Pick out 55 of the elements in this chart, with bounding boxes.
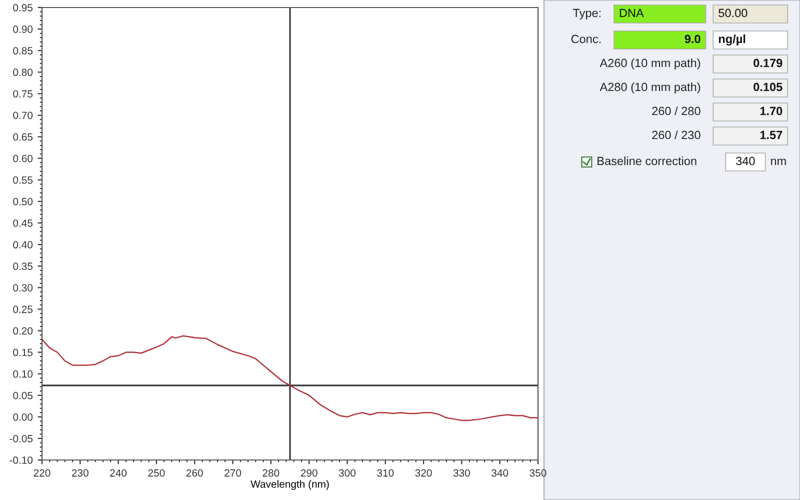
x-tick-label: 290: [300, 469, 318, 477]
text: 9.0: [684, 34, 700, 44]
x-tick-label: 230: [72, 469, 88, 477]
text: ng/µl: [718, 34, 746, 46]
text: A280 (10 mm path): [600, 82, 700, 94]
y-tick-label: 0.75: [13, 90, 33, 98]
y-tick-label: 0.55: [13, 176, 33, 184]
y-tick-label: 0.00: [13, 413, 33, 421]
x-tick-label: 220: [34, 469, 50, 477]
y-tick-label: 0.50: [13, 198, 33, 206]
text: 340: [736, 156, 755, 166]
y-tick-label: 0.20: [13, 327, 33, 335]
y-tick-label: 0.35: [13, 262, 33, 270]
y-tick-label: 0.80: [13, 68, 33, 76]
x-tick-label: 340: [492, 469, 508, 477]
x-tick-label: 350: [530, 469, 546, 477]
x-axis-title: Wavelength (nm): [250, 480, 329, 490]
x-tick-label: 300: [338, 469, 356, 477]
x-tick-label: 310: [377, 469, 394, 477]
text: 50.00: [718, 8, 748, 18]
x-tick-label: 270: [224, 469, 242, 477]
text: DNA: [620, 8, 644, 18]
x-tick-label: 250: [148, 469, 165, 477]
text: nm: [771, 158, 786, 166]
x-tick-label: 280: [262, 469, 280, 477]
text: 1.57: [760, 130, 782, 140]
text: A260 (10 mm path): [600, 58, 700, 70]
x-tick-label: 260: [186, 469, 203, 477]
y-tick-label: 0.10: [13, 370, 33, 378]
y-tick-label: 0.05: [13, 392, 33, 400]
text: 260 / 280: [652, 106, 700, 116]
text: Type:: [572, 8, 601, 20]
x-tick-label: 240: [110, 469, 127, 477]
y-tick-label: 0.60: [13, 154, 33, 162]
y-tick-label: 0.85: [13, 47, 33, 54]
y-tick-label: 0.25: [13, 306, 33, 314]
y-tick-label: 0.70: [13, 112, 33, 120]
y-tick-label: 0.90: [13, 26, 33, 33]
text: 0.179: [754, 58, 782, 68]
y-tick-label: -0.05: [10, 434, 33, 442]
line-series: [42, 335, 538, 421]
y-tick-label: 0.65: [13, 133, 33, 141]
y-tick-label: 0.45: [13, 219, 33, 227]
text: 1.70: [760, 106, 782, 116]
x-tick-label: 330: [453, 469, 470, 477]
y-tick-label: 0.95: [13, 4, 33, 12]
text: 0.105: [754, 82, 782, 92]
text: Conc.: [571, 34, 601, 44]
x-tick-label: 320: [415, 469, 432, 477]
text: 260 / 230: [652, 130, 700, 140]
y-tick-label: 0.40: [13, 241, 33, 248]
y-tick-label: -0.10: [10, 456, 33, 464]
y-tick-label: 0.30: [13, 284, 33, 292]
text: Baseline correction: [598, 156, 696, 166]
y-tick-label: 0.15: [13, 348, 33, 356]
